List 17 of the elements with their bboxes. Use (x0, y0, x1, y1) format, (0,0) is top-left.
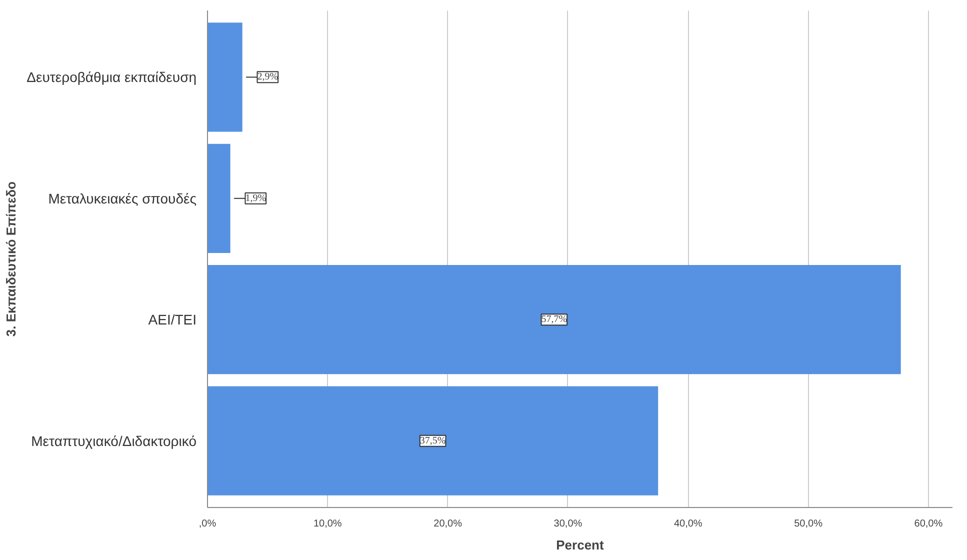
x-tick-label: 10,0% (313, 518, 342, 530)
y-tick-label: ΑΕΙ/ΤΕΙ (148, 312, 196, 328)
bar (208, 144, 230, 253)
bar (208, 265, 901, 374)
bar (208, 386, 658, 496)
x-tick-label: ,0% (198, 518, 216, 530)
x-tick-label: 40,0% (674, 518, 702, 530)
y-tick-label: Μεταπτυχιακό/Διδακτορικό (31, 432, 197, 449)
x-tick-label: 60,0% (914, 518, 943, 530)
y-tick-label: Μεταλυκειακές σπουδές (48, 190, 197, 206)
y-tick-label: Δευτεροβάθμια εκπαίδευση (26, 69, 197, 86)
x-tick-label: 50,0% (794, 518, 823, 530)
bar (208, 22, 242, 132)
y-axis-title: 3. Εκπαιδευτικό Επίπεδο (4, 181, 19, 337)
x-tick-label: 30,0% (554, 518, 582, 530)
x-tick-label: 20,0% (434, 518, 462, 530)
x-axis-title: Percent (556, 538, 605, 552)
